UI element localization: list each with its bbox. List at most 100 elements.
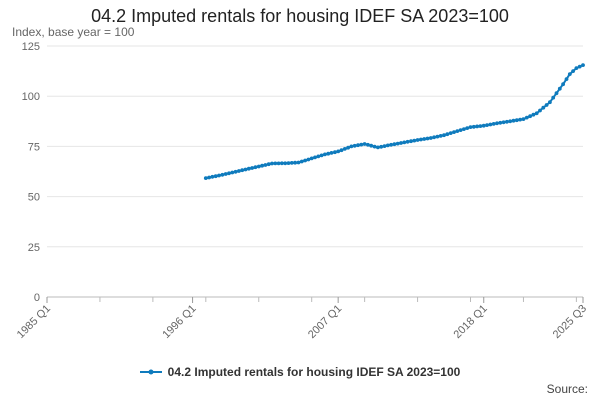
data-point (438, 134, 443, 138)
y-tick-label: 25 (28, 242, 40, 254)
data-point (455, 129, 460, 134)
data-point (491, 122, 496, 126)
data-point (266, 162, 271, 167)
data-point (243, 167, 248, 172)
data-point (551, 95, 556, 100)
data-point (286, 161, 291, 166)
data-point (366, 142, 370, 147)
data-point (465, 126, 470, 130)
data-point (554, 91, 559, 96)
data-point (309, 156, 314, 161)
data-point (220, 172, 225, 177)
data-point (508, 119, 513, 124)
data-point (432, 135, 436, 140)
data-point (498, 120, 503, 125)
data-point (203, 176, 208, 181)
data-point (528, 114, 532, 119)
data-point (385, 143, 390, 148)
y-tick-labels: 0 25 50 75 100 125 (22, 41, 40, 304)
data-point (342, 147, 347, 151)
data-point (548, 100, 552, 105)
data-point (581, 63, 585, 67)
data-point (280, 161, 284, 166)
data-point (376, 145, 380, 150)
y-tick-label: 0 (34, 292, 40, 304)
data-point (389, 142, 393, 147)
data-point (518, 117, 522, 122)
y-tick-label: 50 (28, 192, 40, 204)
gridlines (47, 45, 583, 298)
data-point (346, 145, 350, 150)
data-point (260, 163, 264, 168)
data-point (557, 86, 562, 91)
data-point (531, 112, 536, 117)
data-point (217, 173, 221, 178)
data-point (561, 82, 565, 87)
data-point (505, 119, 509, 124)
data-point (402, 140, 407, 145)
data-point (419, 137, 423, 142)
data-point (475, 124, 479, 129)
data-point (323, 152, 327, 157)
legend[interactable]: 04.2 Imputed rentals for housing IDEF SA… (0, 365, 600, 379)
data-point (237, 169, 241, 173)
data-point (352, 143, 357, 148)
chart-title: 04.2 Imputed rentals for housing IDEF SA… (91, 6, 509, 26)
data-point (501, 120, 506, 125)
data-point (207, 175, 212, 180)
data-point (256, 164, 261, 169)
data-point (233, 169, 238, 174)
data-point (409, 139, 413, 144)
data-point (428, 136, 433, 140)
data-point (379, 144, 384, 149)
data-point (362, 142, 367, 146)
data-point (372, 144, 377, 149)
data-point (306, 157, 311, 162)
data-point (534, 111, 539, 116)
data-point (435, 134, 440, 139)
series-group (203, 63, 585, 181)
data-point (273, 161, 278, 166)
data-point (425, 136, 430, 141)
x-tick-label: 1985 Q1 (15, 303, 53, 341)
data-point (336, 149, 341, 154)
legend-label: 04.2 Imputed rentals for housing IDEF SA… (167, 365, 461, 379)
data-point (571, 69, 575, 73)
data-point (452, 130, 456, 135)
data-point (514, 118, 519, 123)
data-point (356, 143, 360, 148)
data-point (313, 155, 317, 160)
x-tick-label: 2025 Q3 (551, 303, 589, 341)
data-point (485, 123, 489, 127)
data-point (521, 117, 526, 121)
data-point (210, 174, 215, 179)
data-point (293, 160, 297, 165)
data-point (369, 143, 374, 148)
data-point (471, 124, 476, 129)
data-point (227, 171, 231, 176)
data-point (567, 72, 572, 76)
x-tick-label: 2018 Q1 (452, 303, 490, 341)
data-point (319, 153, 324, 158)
data-point (223, 172, 228, 176)
data-point (399, 141, 403, 145)
data-point (538, 108, 542, 113)
data-point (329, 151, 334, 155)
x-axis: 1985 Q1 1996 Q1 2007 Q1 2018 Q1 2025 Q3 (15, 297, 589, 341)
y-axis-label: Index, base year = 100 (12, 25, 135, 39)
x-tick-label: 1996 Q1 (160, 303, 198, 341)
data-point (395, 141, 400, 146)
data-point (230, 170, 235, 175)
data-point (250, 166, 255, 170)
source-label: Source: (546, 382, 588, 396)
data-point (511, 118, 516, 123)
data-point (478, 124, 483, 128)
data-point (392, 142, 397, 147)
x-tick-label: 2007 Q1 (306, 303, 344, 341)
series-line (205, 64, 584, 180)
data-point (333, 150, 337, 155)
data-point (415, 138, 420, 142)
data-point (422, 137, 427, 141)
data-point (412, 138, 417, 143)
